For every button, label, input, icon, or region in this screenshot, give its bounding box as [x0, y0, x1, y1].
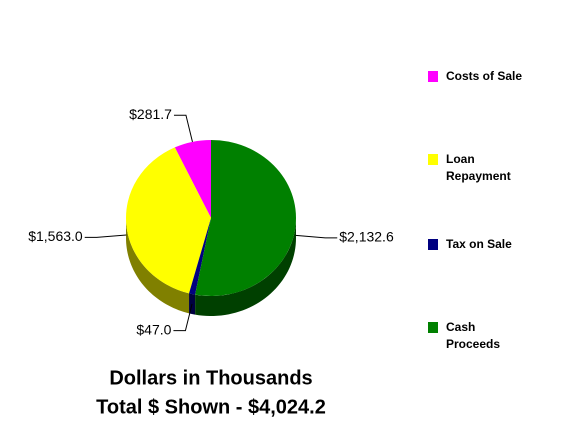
legend-swatch — [428, 71, 438, 82]
leader-line — [173, 114, 193, 142]
legend-label: Costs of Sale — [446, 69, 523, 83]
leader-line — [173, 303, 193, 332]
value-label: $1,563.0 — [28, 228, 83, 244]
pie-slice — [189, 218, 211, 295]
legend-label: Tax on Sale — [446, 237, 512, 251]
legend-label: Cash Proceeds — [446, 320, 501, 351]
leader-line — [295, 234, 338, 239]
value-label: $47.0 — [136, 321, 171, 337]
legend-label: Loan Repayment — [446, 152, 511, 183]
legend-swatch — [428, 239, 438, 250]
leader-line — [84, 234, 127, 238]
legend-swatch — [428, 322, 438, 333]
value-label: $2,132.6 — [339, 229, 394, 245]
pie-side — [195, 218, 296, 316]
pie-side — [126, 218, 190, 314]
legend-swatch — [428, 154, 438, 165]
pie-slice — [174, 140, 211, 218]
chart-title: Dollars in Thousands — [109, 367, 312, 389]
pie-slice — [125, 147, 211, 294]
value-label: $281.7 — [129, 106, 172, 122]
pie-slice — [195, 140, 297, 296]
chart-subtitle: Total $ Shown - $4,024.2 — [96, 396, 326, 418]
